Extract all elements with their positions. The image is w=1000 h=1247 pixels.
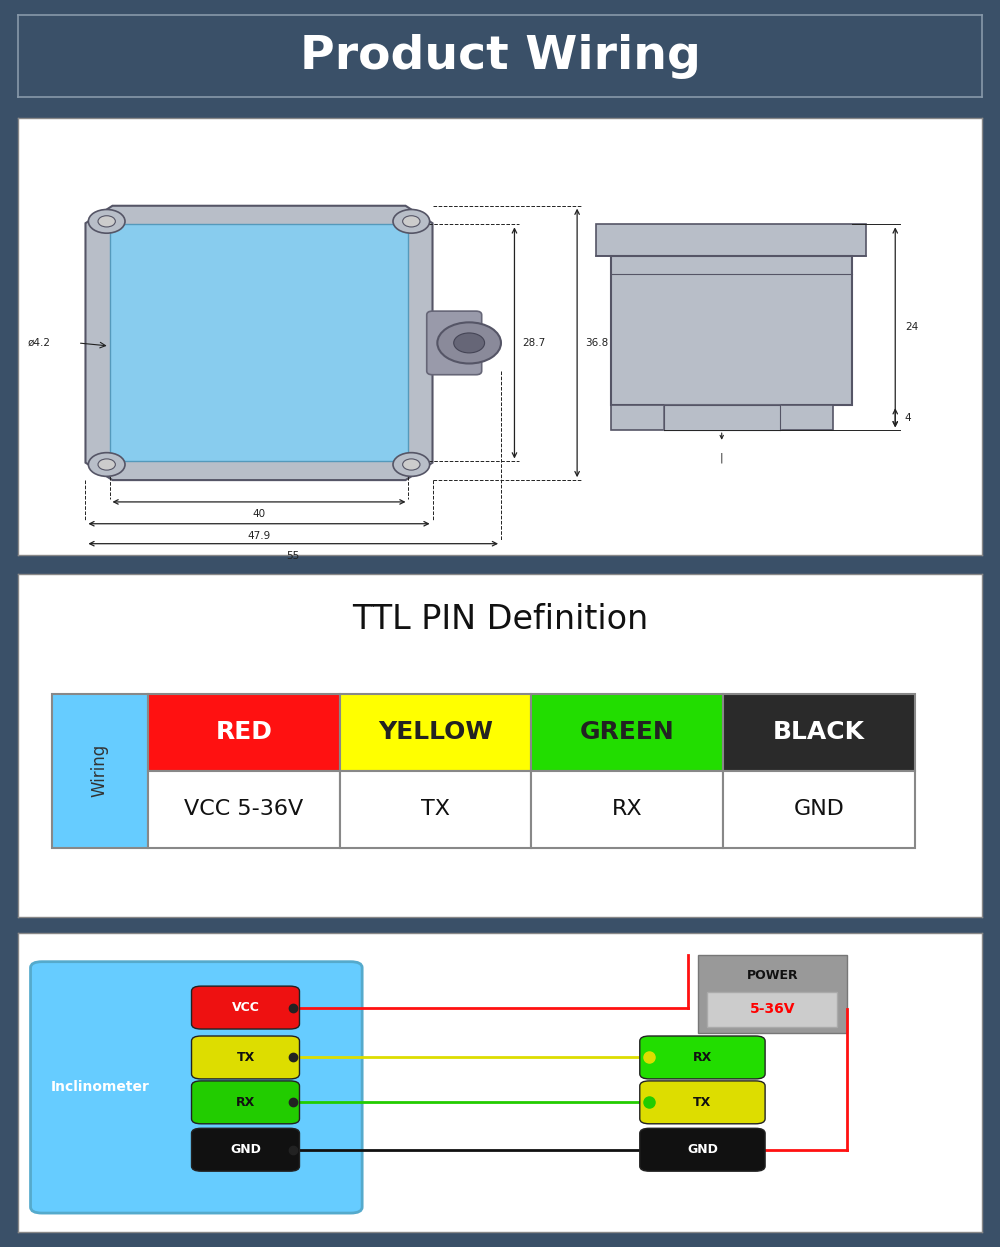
Circle shape <box>393 453 430 476</box>
FancyBboxPatch shape <box>340 693 531 771</box>
FancyBboxPatch shape <box>640 1081 765 1124</box>
FancyBboxPatch shape <box>596 224 866 256</box>
FancyBboxPatch shape <box>531 771 723 848</box>
Text: TX: TX <box>693 1096 712 1109</box>
Text: RX: RX <box>693 1051 712 1064</box>
Text: 36.8: 36.8 <box>585 338 608 348</box>
Text: 4: 4 <box>905 413 912 423</box>
Text: TTL PIN Definition: TTL PIN Definition <box>352 602 648 636</box>
Text: ø4.2: ø4.2 <box>28 338 51 348</box>
FancyBboxPatch shape <box>723 693 915 771</box>
Text: VCC 5-36V: VCC 5-36V <box>184 799 304 819</box>
Text: BLACK: BLACK <box>773 721 865 744</box>
Text: 28.7: 28.7 <box>522 338 545 348</box>
Text: GREEN: GREEN <box>580 721 675 744</box>
FancyBboxPatch shape <box>640 1036 765 1079</box>
Text: |: | <box>720 451 724 463</box>
FancyBboxPatch shape <box>611 405 664 430</box>
Text: RED: RED <box>216 721 272 744</box>
Text: 5-36V: 5-36V <box>750 1003 795 1016</box>
Text: RX: RX <box>236 1096 255 1109</box>
Text: Product Wiring: Product Wiring <box>300 34 700 79</box>
Text: 55: 55 <box>287 551 300 561</box>
Text: Inclinometer: Inclinometer <box>51 1080 149 1095</box>
Text: POWER: POWER <box>747 969 798 981</box>
Circle shape <box>98 216 115 227</box>
FancyBboxPatch shape <box>723 771 915 848</box>
Text: RX: RX <box>612 799 642 819</box>
FancyBboxPatch shape <box>148 771 340 848</box>
Circle shape <box>88 209 125 233</box>
Text: Wiring: Wiring <box>91 744 109 797</box>
Circle shape <box>437 322 501 364</box>
Polygon shape <box>85 206 433 480</box>
Text: 40: 40 <box>252 509 266 520</box>
FancyBboxPatch shape <box>192 1081 299 1124</box>
FancyBboxPatch shape <box>52 693 148 848</box>
Text: 47.9: 47.9 <box>247 531 271 541</box>
Text: GND: GND <box>793 799 844 819</box>
FancyBboxPatch shape <box>427 311 482 374</box>
FancyBboxPatch shape <box>148 693 340 771</box>
Circle shape <box>403 216 420 227</box>
Circle shape <box>393 209 430 233</box>
Circle shape <box>403 459 420 470</box>
Text: TX: TX <box>421 799 450 819</box>
Circle shape <box>88 453 125 476</box>
FancyBboxPatch shape <box>611 256 852 405</box>
FancyBboxPatch shape <box>31 961 362 1213</box>
Text: 24: 24 <box>905 322 918 333</box>
FancyBboxPatch shape <box>192 1129 299 1171</box>
FancyBboxPatch shape <box>640 1129 765 1171</box>
Text: YELLOW: YELLOW <box>378 721 493 744</box>
FancyBboxPatch shape <box>192 986 299 1029</box>
FancyBboxPatch shape <box>707 991 837 1026</box>
FancyBboxPatch shape <box>531 693 723 771</box>
FancyBboxPatch shape <box>192 1036 299 1079</box>
Text: GND: GND <box>687 1143 718 1156</box>
Text: VCC: VCC <box>232 1001 259 1014</box>
FancyBboxPatch shape <box>780 405 833 430</box>
FancyBboxPatch shape <box>698 955 847 1033</box>
FancyBboxPatch shape <box>340 771 531 848</box>
FancyBboxPatch shape <box>110 224 408 461</box>
Text: GND: GND <box>230 1143 261 1156</box>
Text: TX: TX <box>236 1051 255 1064</box>
Circle shape <box>454 333 485 353</box>
Circle shape <box>98 459 115 470</box>
